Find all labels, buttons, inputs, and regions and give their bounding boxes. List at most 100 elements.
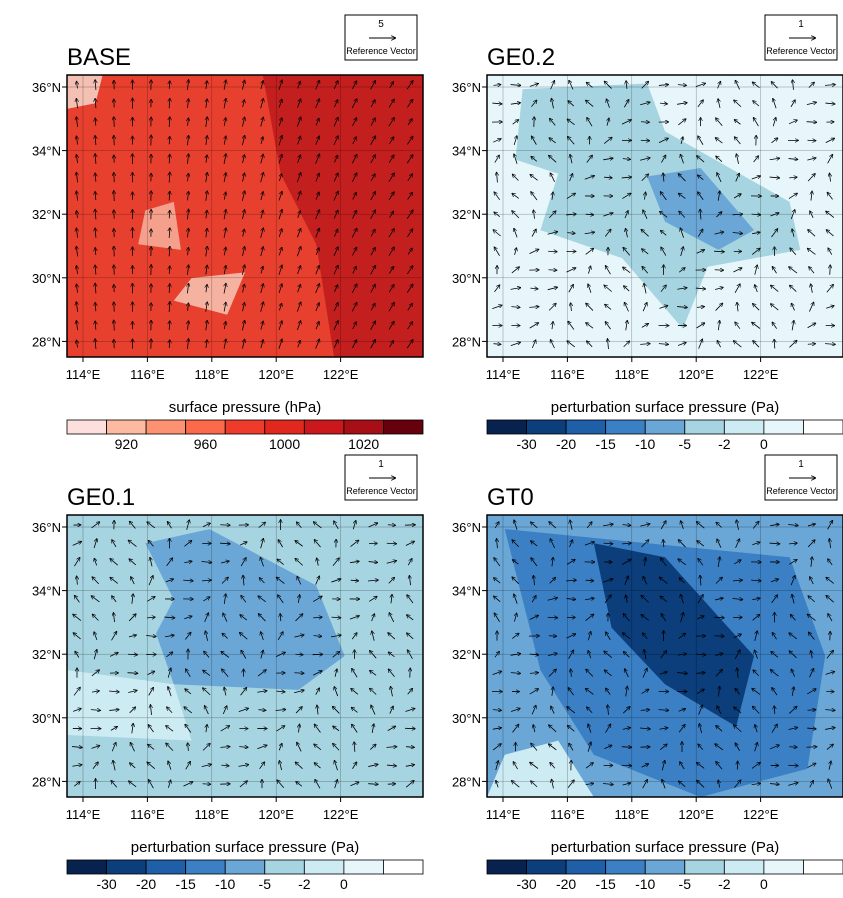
x-tick-label: 122°E [743,367,779,382]
colorbar-box [265,420,305,434]
y-tick-label: 30°N [452,711,481,726]
colorbar-box [803,860,843,874]
colorbar-box [645,860,685,874]
panel-title: GE0.1 [67,484,135,511]
colorbar-tick-label: 1020 [348,436,379,452]
colorbar-box [764,860,804,874]
reference-label: Reference Vector [766,486,836,496]
reference-magnitude: 1 [378,459,384,470]
colorbar-box [724,420,764,434]
y-tick-label: 28°N [452,774,481,789]
panel-title: BASE [67,44,131,71]
colorbar-box [566,860,606,874]
x-tick-label: 118°E [614,367,649,382]
colorbar-tick-label: -5 [679,436,692,452]
reference-label: Reference Vector [346,46,416,56]
colorbar-tick-label: -20 [556,876,576,892]
wind-arrow [808,344,815,345]
colorbar-box [685,420,725,434]
colorbar-tick-label: -15 [596,436,616,452]
colorbar-box [265,860,305,874]
colorbar-tick-label: -30 [96,876,116,892]
wind-arrow [789,747,797,748]
colorbar-tick-label: -15 [596,876,616,892]
x-tick-label: 120°E [258,367,294,382]
colorbar-box [566,420,606,434]
colorbar-box [487,420,527,434]
colorbar-box [107,860,147,874]
wind-arrow [294,673,303,674]
x-tick-label: 114°E [66,807,101,822]
colorbar-box [146,860,186,874]
colorbar-box [67,420,107,434]
colorbar-tick-label: -20 [556,436,576,452]
wind-arrow [169,137,170,145]
colorbar-tick-label: 1000 [269,436,300,452]
x-tick-label: 120°E [258,807,294,822]
y-tick-label: 30°N [32,271,61,286]
colorbar-box [383,860,423,874]
x-tick-label: 120°E [678,367,714,382]
wind-arrow [169,81,170,89]
colorbar-box [606,860,646,874]
colorbar-tick-label: -2 [718,876,731,892]
reference-magnitude: 1 [798,459,804,470]
colorbar-box [803,420,843,434]
colorbar-tick-label: -2 [718,436,731,452]
reference-label: Reference Vector [766,46,836,56]
y-tick-label: 28°N [452,334,481,349]
x-tick-label: 116°E [130,367,165,382]
wind-arrow [622,765,632,766]
x-tick-label: 118°E [194,807,229,822]
colorbar-tick-label: -30 [516,436,536,452]
colorbar-tick-label: 960 [194,436,218,452]
y-tick-label: 32°N [32,647,61,662]
y-tick-label: 34°N [452,584,481,599]
wind-arrow [220,525,229,526]
colorbar-box [344,860,384,874]
colorbar-tick-label: -10 [635,436,655,452]
panel-title: GE0.2 [487,44,555,71]
wind-arrow [774,706,775,714]
x-tick-label: 120°E [678,807,714,822]
colorbar-tick-label: -20 [136,876,156,892]
colorbar-box [764,420,804,434]
x-tick-label: 114°E [486,367,521,382]
x-tick-label: 114°E [66,367,101,382]
wind-arrow [169,211,170,219]
colorbar-tick-label: -15 [176,876,196,892]
colorbar-title: perturbation surface pressure (Pa) [131,839,359,856]
colorbar-tick-label: -5 [259,876,272,892]
reference-label: Reference Vector [346,486,416,496]
colorbar-box [344,420,384,434]
colorbar-box [186,860,226,874]
colorbar-tick-label: -30 [516,876,536,892]
colorbar-box [487,860,527,874]
colorbar-box [383,420,423,434]
reference-magnitude: 1 [798,19,804,30]
panel-title: GT0 [487,484,534,511]
wind-arrow [714,636,723,637]
colorbar-tick-label: 0 [760,876,768,892]
colorbar-box [304,420,344,434]
x-tick-label: 114°E [486,807,521,822]
colorbar-box [107,420,147,434]
x-tick-label: 116°E [550,807,585,822]
colorbar-box [606,420,646,434]
x-tick-label: 122°E [323,367,359,382]
colorbar-title: surface pressure (hPa) [169,399,322,416]
colorbar-tick-label: 0 [760,436,768,452]
x-tick-label: 116°E [130,807,165,822]
colorbar-box [304,860,344,874]
y-tick-label: 30°N [452,271,481,286]
colorbar-box [225,420,265,434]
colorbar-box [685,860,725,874]
x-tick-label: 122°E [323,807,359,822]
colorbar-box [67,860,107,874]
y-tick-label: 34°N [452,144,481,159]
